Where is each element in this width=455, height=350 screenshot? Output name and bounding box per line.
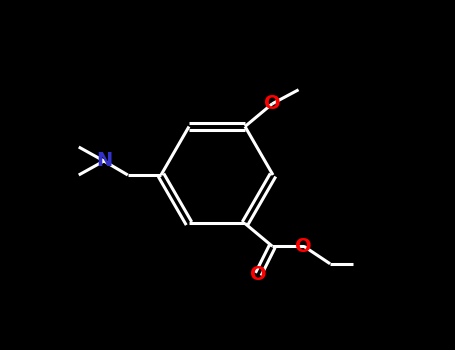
Text: O: O [250,265,267,284]
Text: O: O [295,237,312,256]
Text: O: O [264,94,281,113]
Text: N: N [96,152,112,170]
